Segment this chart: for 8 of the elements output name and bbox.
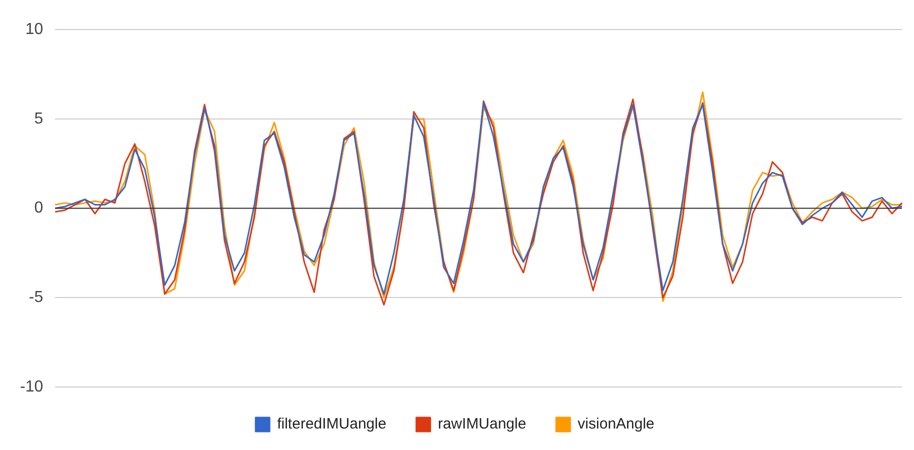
y-tick-label: -5 bbox=[28, 289, 44, 306]
legend-label: rawIMUangle bbox=[438, 416, 526, 433]
y-tick-label: 10 bbox=[25, 21, 44, 38]
y-tick-label: -10 bbox=[20, 378, 44, 396]
legend-label: filteredIMUangle bbox=[277, 416, 386, 433]
y-tick-label: 0 bbox=[34, 200, 44, 217]
y-tick-label: 5 bbox=[34, 110, 44, 128]
legend-label: visionAngle bbox=[578, 416, 654, 433]
